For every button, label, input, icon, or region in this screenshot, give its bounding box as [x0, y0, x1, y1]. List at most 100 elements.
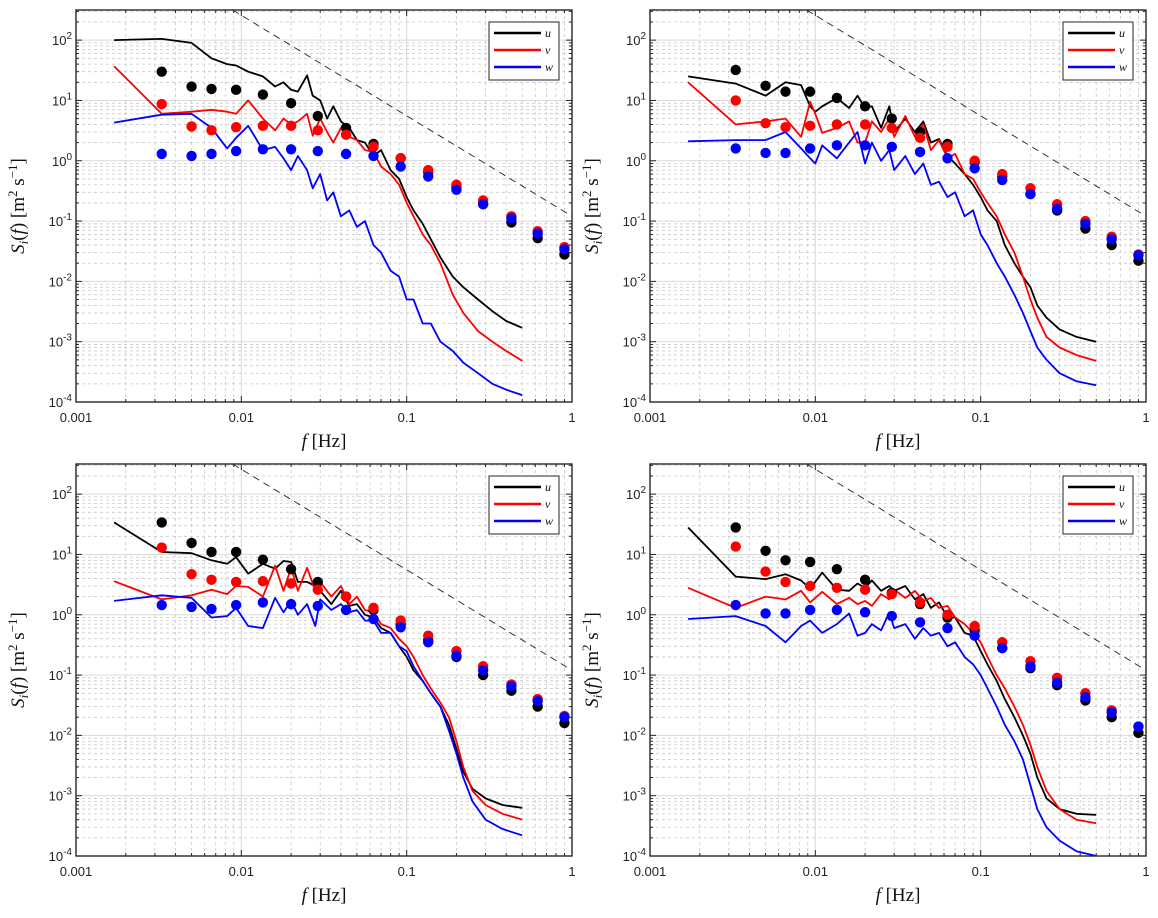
- data-point-w: [1080, 218, 1091, 230]
- data-point-v: [230, 576, 242, 588]
- data-point-u: [780, 86, 791, 97]
- data-point-u: [730, 64, 741, 76]
- data-point-u: [859, 101, 871, 112]
- data-point-w: [859, 607, 871, 618]
- data-point-w: [532, 695, 543, 707]
- data-point-u: [186, 537, 197, 549]
- data-point-u: [831, 92, 843, 104]
- data-point-v: [804, 580, 816, 592]
- data-point-w: [451, 184, 462, 195]
- axes-frame: [649, 9, 1147, 403]
- y-tick-label: 10-4: [49, 847, 73, 864]
- x-axis-label: f [Hz]: [876, 885, 921, 906]
- data-point-v: [942, 141, 953, 153]
- y-tick-label: 102: [626, 485, 646, 502]
- y-tick-label: 101: [52, 91, 72, 108]
- data-point-w: [760, 147, 771, 159]
- data-point-u: [760, 545, 771, 556]
- y-tick-label: 100: [52, 152, 72, 169]
- series-line-w: [688, 131, 1097, 387]
- data-point-v: [886, 122, 897, 134]
- data-point-v: [285, 120, 297, 131]
- data-point-w: [340, 148, 352, 160]
- y-tick-label: 100: [52, 606, 72, 623]
- panel-bottom-left: 0.001 0.01 0.1 1 10-4 10-3 10-2 10-1 100 101 102 f …: [5, 463, 576, 906]
- data-point-w: [997, 174, 1008, 186]
- x-tick-label: 0.001: [60, 864, 93, 879]
- y-tick-label: 101: [52, 545, 72, 562]
- data-point-w: [942, 622, 953, 634]
- ticks: [75, 464, 573, 857]
- data-point-w: [760, 608, 771, 619]
- data-point-u: [831, 563, 843, 575]
- series-line-u: [687, 526, 1097, 816]
- data-point-w: [1051, 203, 1063, 214]
- legend-label-w: w: [545, 514, 553, 528]
- x-tick-label: 0.01: [229, 410, 254, 425]
- data-point-w: [969, 163, 980, 174]
- data-point-u: [804, 86, 816, 97]
- data-point-w: [780, 147, 791, 159]
- data-point-w: [997, 642, 1008, 654]
- y-tick-label: 10-1: [623, 666, 647, 683]
- data-point-w: [340, 604, 352, 616]
- ticks: [649, 464, 1147, 857]
- data-point-w: [886, 610, 897, 622]
- data-point-v: [914, 597, 926, 608]
- data-point-w: [859, 140, 871, 151]
- data-point-v: [780, 122, 791, 133]
- data-point-v: [730, 95, 741, 106]
- data-point-w: [186, 150, 197, 162]
- y-tick-label: 10-3: [49, 787, 73, 804]
- data-point-w: [186, 601, 197, 613]
- data-point-w: [506, 681, 517, 692]
- legend-label-u: u: [1119, 480, 1125, 494]
- data-point-v: [969, 620, 980, 632]
- data-point-w: [1080, 691, 1091, 703]
- x-tick-label: 0.001: [60, 410, 93, 425]
- legend-label-v: v: [545, 43, 551, 57]
- data-point-v: [368, 602, 379, 614]
- legend-label-u: u: [545, 480, 551, 494]
- grid: [649, 464, 1146, 857]
- data-point-w: [506, 213, 517, 224]
- data-point-w: [1106, 234, 1117, 245]
- x-axis-label: f [Hz]: [302, 431, 347, 452]
- legend: uvw: [1062, 475, 1134, 535]
- data-point-v: [340, 591, 352, 602]
- plot-area: [687, 464, 1146, 856]
- legend-label-u: u: [1119, 26, 1125, 40]
- data-point-v: [206, 125, 217, 136]
- data-point-v: [395, 153, 406, 164]
- y-axis-label: Si(f) [m2 s−1]: [579, 612, 605, 708]
- series-line-v: [687, 81, 1097, 362]
- y-tick-label: 10-2: [49, 272, 73, 289]
- data-point-v: [186, 121, 197, 132]
- data-point-w: [451, 650, 462, 661]
- data-point-u: [186, 81, 197, 92]
- data-point-u: [206, 83, 217, 95]
- y-tick-label: 10-4: [623, 393, 647, 410]
- series-line-u: [113, 521, 523, 809]
- y-tick-label: 102: [52, 31, 72, 48]
- data-point-w: [1133, 250, 1144, 261]
- plot-area: [687, 10, 1146, 387]
- data-point-w: [1133, 721, 1144, 732]
- y-tick-label: 101: [626, 545, 646, 562]
- x-tick-label: 1: [568, 410, 575, 425]
- data-point-u: [730, 522, 741, 533]
- panel-top-left: 0.001 0.01 0.1 1 10-4 10-3 10-2 10-1 100 101 102 f …: [5, 9, 576, 452]
- legend-label-w: w: [1119, 514, 1127, 528]
- data-point-u: [230, 84, 242, 96]
- y-tick-label: 10-1: [623, 212, 647, 229]
- y-tick-label: 10-3: [623, 787, 647, 804]
- data-point-w: [1106, 707, 1117, 718]
- plot-area: [113, 10, 572, 396]
- data-point-w: [368, 150, 379, 162]
- data-point-w: [285, 598, 297, 610]
- y-axis-label: Si(f) [m2 s−1]: [5, 612, 31, 708]
- reference-slope-line: [232, 464, 572, 671]
- series-line-w: [113, 112, 523, 396]
- data-point-u: [285, 98, 297, 109]
- data-point-w: [230, 145, 242, 157]
